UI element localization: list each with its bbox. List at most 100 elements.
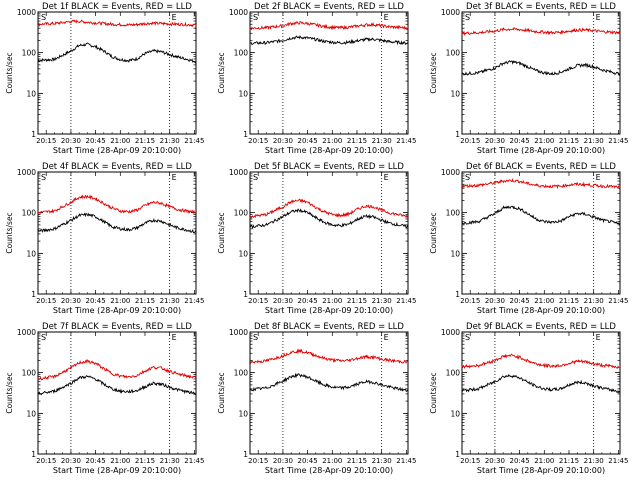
x-tick-label: 20:45 xyxy=(86,457,106,465)
corner-marker-e: E xyxy=(596,13,601,22)
series-events-line xyxy=(461,60,621,76)
series-events-line xyxy=(37,42,197,64)
series-lld-line xyxy=(249,21,409,31)
x-tick-label: 21:30 xyxy=(160,297,180,305)
y-tick-label: 1000 xyxy=(441,8,460,17)
corner-marker-e: E xyxy=(172,333,177,342)
chart-title: Det 1f BLACK = Events, RED = LLD xyxy=(42,2,192,12)
x-tick-label: 20:30 xyxy=(485,457,505,465)
x-tick-label: 21:30 xyxy=(372,457,392,465)
x-tick-label: 20:45 xyxy=(510,137,530,145)
x-tick-label: 20:15 xyxy=(460,297,480,305)
y-tick-label: 100 xyxy=(22,209,37,218)
y-tick-label: 1000 xyxy=(229,168,248,177)
corner-marker-s: S xyxy=(41,13,46,22)
x-axis-label: Start Time (28-Apr-09 20:10:00) xyxy=(265,306,393,315)
x-tick-label: 21:45 xyxy=(608,297,628,305)
y-axis-label: Counts/sec xyxy=(5,372,14,413)
x-tick-label: 21:30 xyxy=(584,457,604,465)
y-axis-label: Counts/sec xyxy=(217,52,226,93)
x-tick-label: 21:45 xyxy=(608,457,628,465)
y-axis-label: Counts/sec xyxy=(5,52,14,93)
corner-marker-e: E xyxy=(384,13,389,22)
x-tick-label: 20:45 xyxy=(510,297,530,305)
y-tick-label: 100 xyxy=(234,209,249,218)
y-tick-label: 1000 xyxy=(441,168,460,177)
y-tick-label: 1 xyxy=(455,130,460,139)
series-lld-line xyxy=(37,18,197,28)
series-events-line xyxy=(249,208,409,230)
x-tick-label: 21:15 xyxy=(135,297,155,305)
series-events-line xyxy=(249,372,409,392)
x-tick-label: 20:30 xyxy=(273,297,293,305)
x-tick-label: 21:30 xyxy=(372,297,392,305)
corner-marker-s: S xyxy=(253,173,258,182)
series-events-line xyxy=(461,373,621,394)
y-tick-label: 10 xyxy=(238,409,248,418)
y-tick-label: 1 xyxy=(31,450,36,459)
plot-frame xyxy=(37,11,197,135)
x-tick-label: 21:15 xyxy=(559,457,579,465)
x-tick-label: 21:30 xyxy=(584,137,604,145)
x-tick-label: 21:00 xyxy=(322,137,342,145)
series-lld-line xyxy=(461,178,621,190)
y-tick-label: 100 xyxy=(446,49,461,58)
chart-title: Det 3f BLACK = Events, RED = LLD xyxy=(466,2,616,12)
plot-frame xyxy=(461,331,621,455)
y-tick-label: 1000 xyxy=(17,8,36,17)
x-tick-label: 21:15 xyxy=(559,137,579,145)
x-tick-label: 20:15 xyxy=(248,137,268,145)
y-tick-label: 100 xyxy=(22,49,37,58)
x-axis-label: Start Time (28-Apr-09 20:10:00) xyxy=(477,306,605,315)
x-tick-label: 21:30 xyxy=(584,297,604,305)
plot-frame xyxy=(461,171,621,295)
x-tick-label: 21:30 xyxy=(372,137,392,145)
y-tick-label: 1 xyxy=(243,290,248,299)
x-tick-label: 20:15 xyxy=(36,297,56,305)
x-tick-label: 21:30 xyxy=(160,137,180,145)
y-tick-label: 10 xyxy=(450,409,460,418)
plot-frame xyxy=(37,171,197,295)
corner-marker-s: S xyxy=(41,173,46,182)
chart-title: Det 5f BLACK = Events, RED = LLD xyxy=(254,162,404,172)
y-tick-label: 10 xyxy=(450,249,460,258)
corner-marker-s: S xyxy=(465,173,470,182)
x-tick-label: 21:00 xyxy=(110,137,130,145)
y-tick-label: 10 xyxy=(26,89,36,98)
y-tick-label: 100 xyxy=(446,369,461,378)
y-tick-label: 10 xyxy=(238,249,248,258)
y-tick-label: 10 xyxy=(450,89,460,98)
y-tick-label: 1 xyxy=(243,450,248,459)
corner-marker-s: S xyxy=(253,13,258,22)
x-axis-label: Start Time (28-Apr-09 20:10:00) xyxy=(53,146,181,155)
x-axis-label: Start Time (28-Apr-09 20:10:00) xyxy=(265,146,393,155)
plot-frame xyxy=(249,11,409,135)
x-tick-label: 21:45 xyxy=(184,137,204,145)
y-tick-label: 1000 xyxy=(229,8,248,17)
x-tick-label: 21:15 xyxy=(347,297,367,305)
y-tick-label: 1000 xyxy=(17,328,36,337)
y-axis-label: Counts/sec xyxy=(217,372,226,413)
y-tick-label: 1 xyxy=(455,290,460,299)
x-tick-label: 20:15 xyxy=(460,137,480,145)
corner-marker-s: S xyxy=(41,333,46,342)
x-tick-label: 21:15 xyxy=(135,137,155,145)
series-lld-line xyxy=(249,198,409,219)
x-tick-label: 21:45 xyxy=(396,457,416,465)
series-events-line xyxy=(461,205,621,226)
x-tick-label: 20:30 xyxy=(61,137,81,145)
x-tick-label: 20:15 xyxy=(36,457,56,465)
series-lld-line xyxy=(461,353,621,369)
chart-title: Det 8f BLACK = Events, RED = LLD xyxy=(254,322,404,332)
corner-marker-e: E xyxy=(172,173,177,182)
x-tick-label: 21:15 xyxy=(347,137,367,145)
x-axis-label: Start Time (28-Apr-09 20:10:00) xyxy=(53,306,181,315)
x-tick-label: 20:45 xyxy=(86,297,106,305)
corner-marker-s: S xyxy=(253,333,258,342)
